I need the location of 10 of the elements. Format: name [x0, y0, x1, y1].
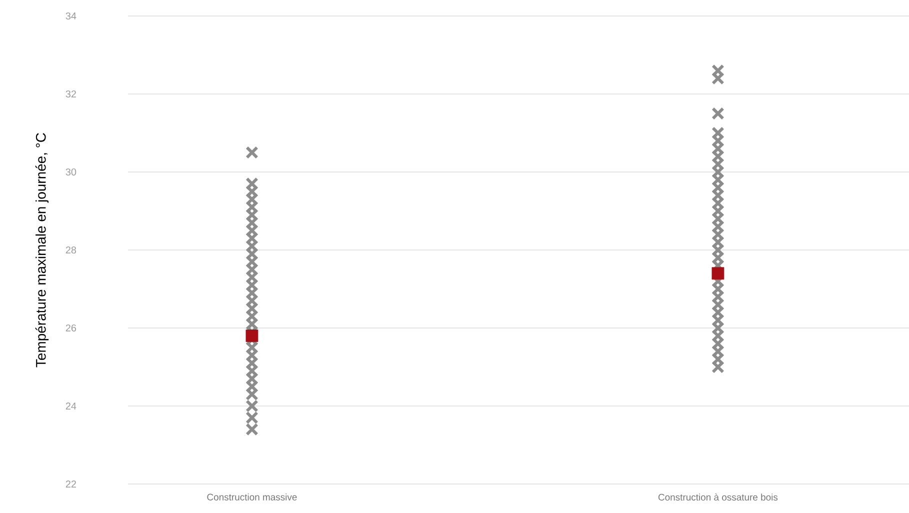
y-tick-label: 26 — [66, 324, 76, 332]
y-axis-title: Température maximale en journée, °C — [35, 133, 49, 368]
y-tick-label: 28 — [66, 246, 76, 254]
y-tick-label: 22 — [66, 480, 76, 488]
y-tick-label: 30 — [66, 168, 76, 176]
x-tick-label: Construction massive — [207, 494, 297, 500]
y-tick-label: 32 — [66, 90, 76, 98]
y-tick-label: 24 — [66, 402, 76, 410]
x-tick-label: Construction à ossature bois — [658, 494, 778, 501]
y-tick-label: 34 — [66, 12, 76, 20]
